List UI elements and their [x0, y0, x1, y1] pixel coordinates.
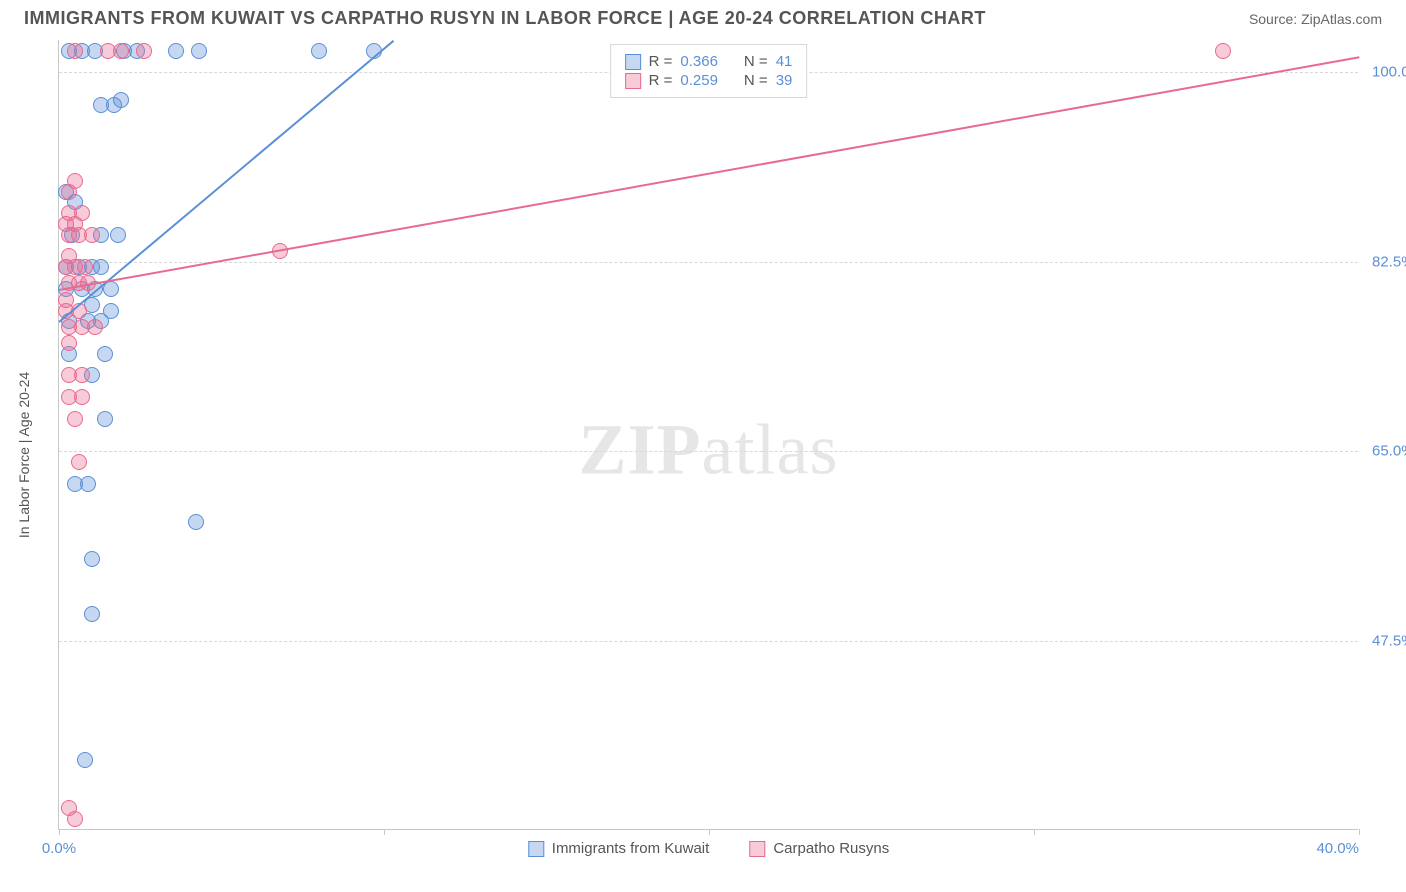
- scatter-marker: [77, 752, 93, 768]
- scatter-marker: [67, 411, 83, 427]
- gridline: [59, 262, 1358, 263]
- x-tick-label: 40.0%: [1316, 840, 1359, 857]
- y-tick-label: 65.0%: [1362, 443, 1406, 460]
- legend-n-label: N =: [744, 53, 768, 70]
- y-tick-label: 47.5%: [1362, 632, 1406, 649]
- legend-r-value: 0.366: [680, 53, 718, 70]
- scatter-marker: [84, 227, 100, 243]
- x-tick: [709, 829, 710, 835]
- legend-series: Immigrants from Kuwait Carpatho Rusyns: [528, 840, 889, 857]
- legend-series-label: Immigrants from Kuwait: [552, 840, 710, 857]
- scatter-marker: [136, 43, 152, 59]
- x-tick: [1034, 829, 1035, 835]
- legend-swatch: [749, 841, 765, 857]
- scatter-marker: [77, 259, 93, 275]
- legend-stats-row: R = 0.366 N = 41: [625, 53, 793, 70]
- gridline: [59, 451, 1358, 452]
- gridline: [59, 641, 1358, 642]
- legend-r-label: R =: [649, 72, 673, 89]
- scatter-marker: [188, 514, 204, 530]
- scatter-marker: [97, 411, 113, 427]
- legend-series-item: Carpatho Rusyns: [749, 840, 889, 857]
- scatter-marker: [71, 454, 87, 470]
- legend-series-label: Carpatho Rusyns: [773, 840, 889, 857]
- legend-swatch: [528, 841, 544, 857]
- scatter-marker: [84, 606, 100, 622]
- chart-source: Source: ZipAtlas.com: [1249, 11, 1382, 27]
- x-tick: [1359, 829, 1360, 835]
- legend-n-value: 39: [776, 72, 793, 89]
- scatter-marker: [61, 335, 77, 351]
- scatter-marker: [74, 389, 90, 405]
- y-axis-label: In Labor Force | Age 20-24: [16, 372, 32, 538]
- legend-n-value: 41: [776, 53, 793, 70]
- scatter-marker: [113, 92, 129, 108]
- legend-r-label: R =: [649, 53, 673, 70]
- chart-container: In Labor Force | Age 20-24 ZIPatlas 47.5…: [48, 40, 1388, 870]
- chart-title: IMMIGRANTS FROM KUWAIT VS CARPATHO RUSYN…: [24, 8, 986, 29]
- legend-series-item: Immigrants from Kuwait: [528, 840, 710, 857]
- x-tick-label: 0.0%: [42, 840, 76, 857]
- scatter-marker: [97, 346, 113, 362]
- scatter-marker: [84, 551, 100, 567]
- scatter-marker: [87, 319, 103, 335]
- scatter-marker: [93, 259, 109, 275]
- x-tick: [59, 829, 60, 835]
- scatter-marker: [80, 476, 96, 492]
- scatter-marker: [191, 43, 207, 59]
- scatter-marker: [113, 43, 129, 59]
- legend-n-label: N =: [744, 72, 768, 89]
- y-tick-label: 82.5%: [1362, 253, 1406, 270]
- scatter-marker: [61, 184, 77, 200]
- scatter-marker: [168, 43, 184, 59]
- x-tick: [384, 829, 385, 835]
- legend-stats-row: R = 0.259 N = 39: [625, 72, 793, 89]
- scatter-marker: [311, 43, 327, 59]
- scatter-marker: [74, 367, 90, 383]
- scatter-marker: [67, 43, 83, 59]
- scatter-marker: [110, 227, 126, 243]
- scatter-marker: [1215, 43, 1231, 59]
- y-tick-label: 100.0%: [1362, 64, 1406, 81]
- legend-swatch: [625, 73, 641, 89]
- scatter-marker: [67, 811, 83, 827]
- legend-stats: R = 0.366 N = 41 R = 0.259 N = 39: [610, 44, 808, 98]
- legend-swatch: [625, 54, 641, 70]
- plot-area: ZIPatlas 47.5%65.0%82.5%100.0%0.0%40.0%R…: [58, 40, 1358, 830]
- legend-r-value: 0.259: [680, 72, 718, 89]
